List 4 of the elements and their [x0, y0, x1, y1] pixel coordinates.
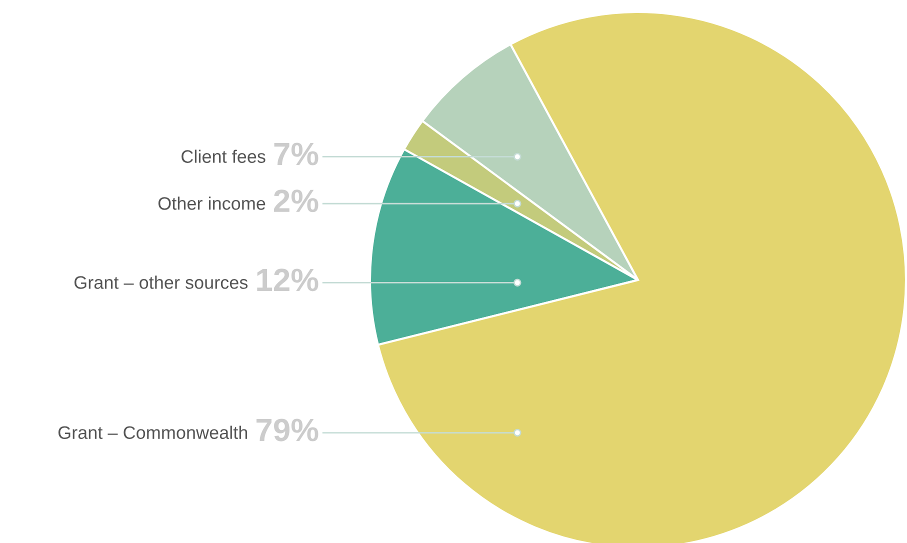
- slice-label: Grant – Commonwealth: [58, 426, 248, 439]
- slice-label: Other income: [158, 196, 266, 210]
- slice-label: Grant – other sources: [74, 276, 248, 289]
- slice-label: Client fees: [182, 150, 266, 163]
